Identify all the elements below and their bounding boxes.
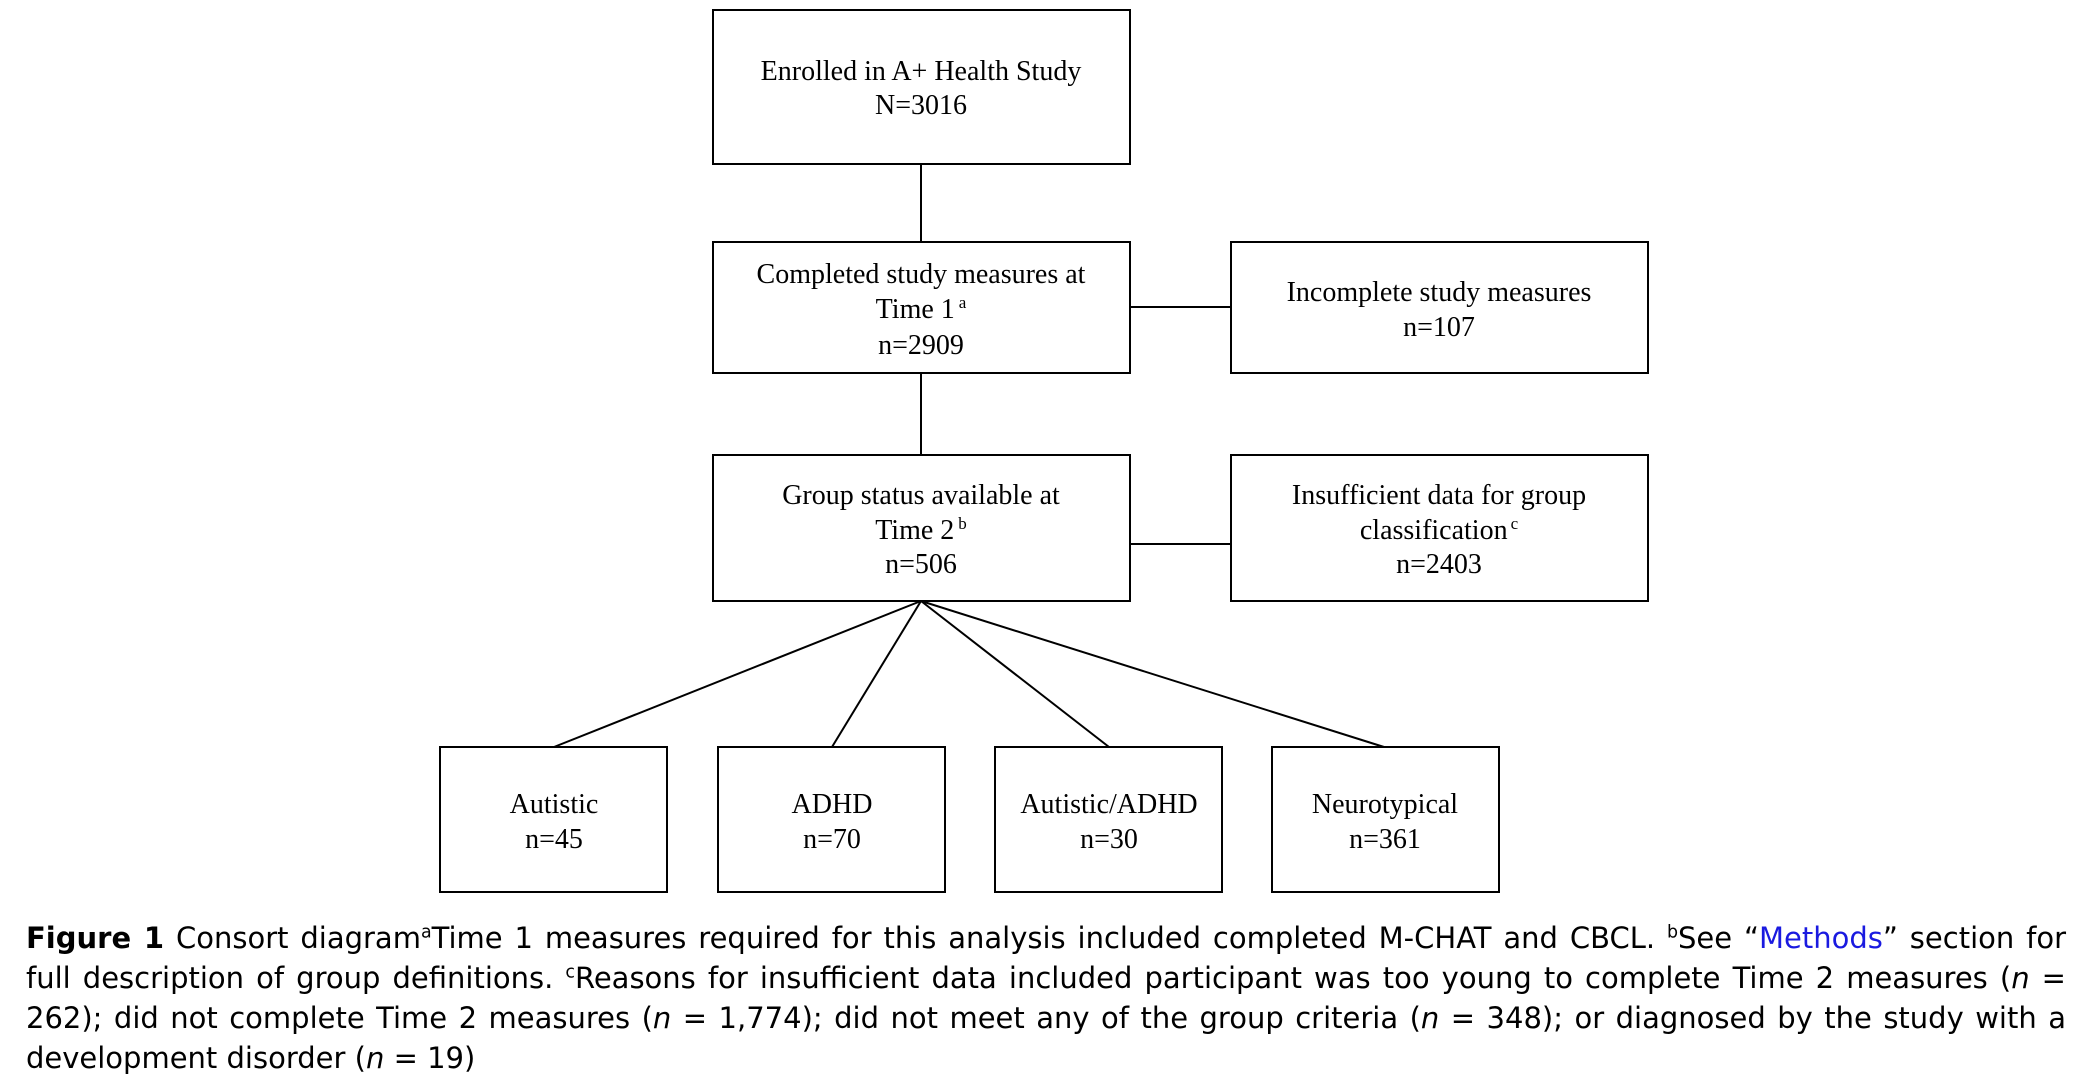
- node-insufficient-title: Insufficient data for group: [1292, 480, 1586, 511]
- node-autistic: Autistic n=45: [439, 746, 668, 893]
- node-autistic-adhd-count: n=30: [1080, 824, 1138, 855]
- node-adhd: ADHD n=70: [717, 746, 946, 893]
- node-incomplete-count: n=107: [1403, 312, 1475, 343]
- node-neurotypical-count: n=361: [1349, 824, 1421, 855]
- node-enrolled: Enrolled in A+ Health Study N=3016: [712, 9, 1131, 165]
- connector-time2-neurotypical: [920, 600, 1385, 748]
- n-symbol: n: [652, 1001, 672, 1035]
- node-insufficient-subtitle-text: classification: [1360, 515, 1508, 546]
- node-insufficient-subtitle: classification c: [1360, 514, 1519, 546]
- node-insufficient: Insufficient data for group classificati…: [1230, 454, 1649, 602]
- caption-marker-a: a: [420, 922, 432, 943]
- footnote-marker-a: a: [959, 293, 967, 312]
- node-time1-count: n=2909: [878, 330, 964, 361]
- connectors: [553, 164, 1385, 748]
- consort-diagram: Enrolled in A+ Health Study N=3016 Compl…: [439, 9, 1649, 893]
- connector-time2-autistic: [553, 600, 922, 748]
- figure-label: Figure 1: [26, 921, 165, 955]
- node-time2-subtitle-text: Time 2: [875, 515, 954, 546]
- node-insufficient-box: [1230, 454, 1649, 602]
- n-symbol: n: [365, 1041, 385, 1075]
- node-time1-subtitle-text: Time 1: [876, 294, 955, 325]
- node-enrolled-box: [712, 9, 1131, 165]
- node-incomplete-box: [1230, 241, 1649, 374]
- caption-value-2: = 1,774); did not meet any of the group …: [671, 1001, 1421, 1035]
- figure-title: Consort diagram: [175, 921, 421, 955]
- node-adhd-title: ADHD: [792, 789, 873, 820]
- node-time2-title: Group status available at: [782, 480, 1060, 511]
- node-autistic-count: n=45: [525, 824, 583, 855]
- node-autistic-adhd: Autistic/ADHD n=30: [994, 746, 1223, 893]
- caption-value-3: = 348); or diagnosed by the study with a…: [26, 1001, 2066, 1075]
- node-enrolled-count: N=3016: [875, 90, 967, 121]
- caption-marker-c: c: [565, 962, 575, 983]
- caption-note-b-after: ” section for full description of group …: [26, 921, 2067, 995]
- node-time2-box: [712, 454, 1131, 602]
- node-insufficient-count: n=2403: [1396, 549, 1482, 580]
- node-adhd-count: n=70: [803, 824, 861, 855]
- node-autistic-box: [439, 746, 668, 893]
- node-time1-box: [712, 241, 1131, 374]
- footnote-marker-b: b: [958, 514, 967, 533]
- node-autistic-title: Autistic: [510, 789, 599, 820]
- methods-link[interactable]: Methods: [1759, 921, 1883, 955]
- caption-value-4: = 19): [384, 1041, 476, 1075]
- connector-time2-autistic-adhd: [920, 600, 1110, 748]
- caption-marker-b: b: [1666, 922, 1679, 943]
- node-adhd-box: [717, 746, 946, 893]
- node-neurotypical-title: Neurotypical: [1312, 789, 1458, 820]
- footnote-marker-c: c: [1511, 514, 1519, 533]
- connector-time2-adhd: [831, 600, 922, 748]
- caption-note-c-part1: Reasons for insufficient data included p…: [574, 961, 2012, 995]
- figure-caption: Figure 1 Consort diagramaTime 1 measures…: [26, 918, 2066, 1078]
- n-symbol: n: [1420, 1001, 1440, 1035]
- caption-note-a: Time 1 measures required for this analys…: [431, 921, 1667, 955]
- node-incomplete: Incomplete study measures n=107: [1230, 241, 1649, 374]
- n-symbol: n: [2011, 961, 2030, 995]
- node-autistic-adhd-box: [994, 746, 1223, 893]
- node-incomplete-title: Incomplete study measures: [1287, 277, 1592, 308]
- caption-note-b-before: See “: [1678, 921, 1760, 955]
- node-neurotypical: Neurotypical n=361: [1271, 746, 1500, 893]
- caption-value-1: = 262); did not complete Time 2 measures…: [26, 961, 2066, 1035]
- node-time2-count: n=506: [885, 549, 957, 580]
- node-neurotypical-box: [1271, 746, 1500, 893]
- node-autistic-adhd-title: Autistic/ADHD: [1020, 789, 1197, 820]
- node-enrolled-title: Enrolled in A+ Health Study: [761, 56, 1082, 87]
- node-time1-title: Completed study measures at: [757, 259, 1086, 290]
